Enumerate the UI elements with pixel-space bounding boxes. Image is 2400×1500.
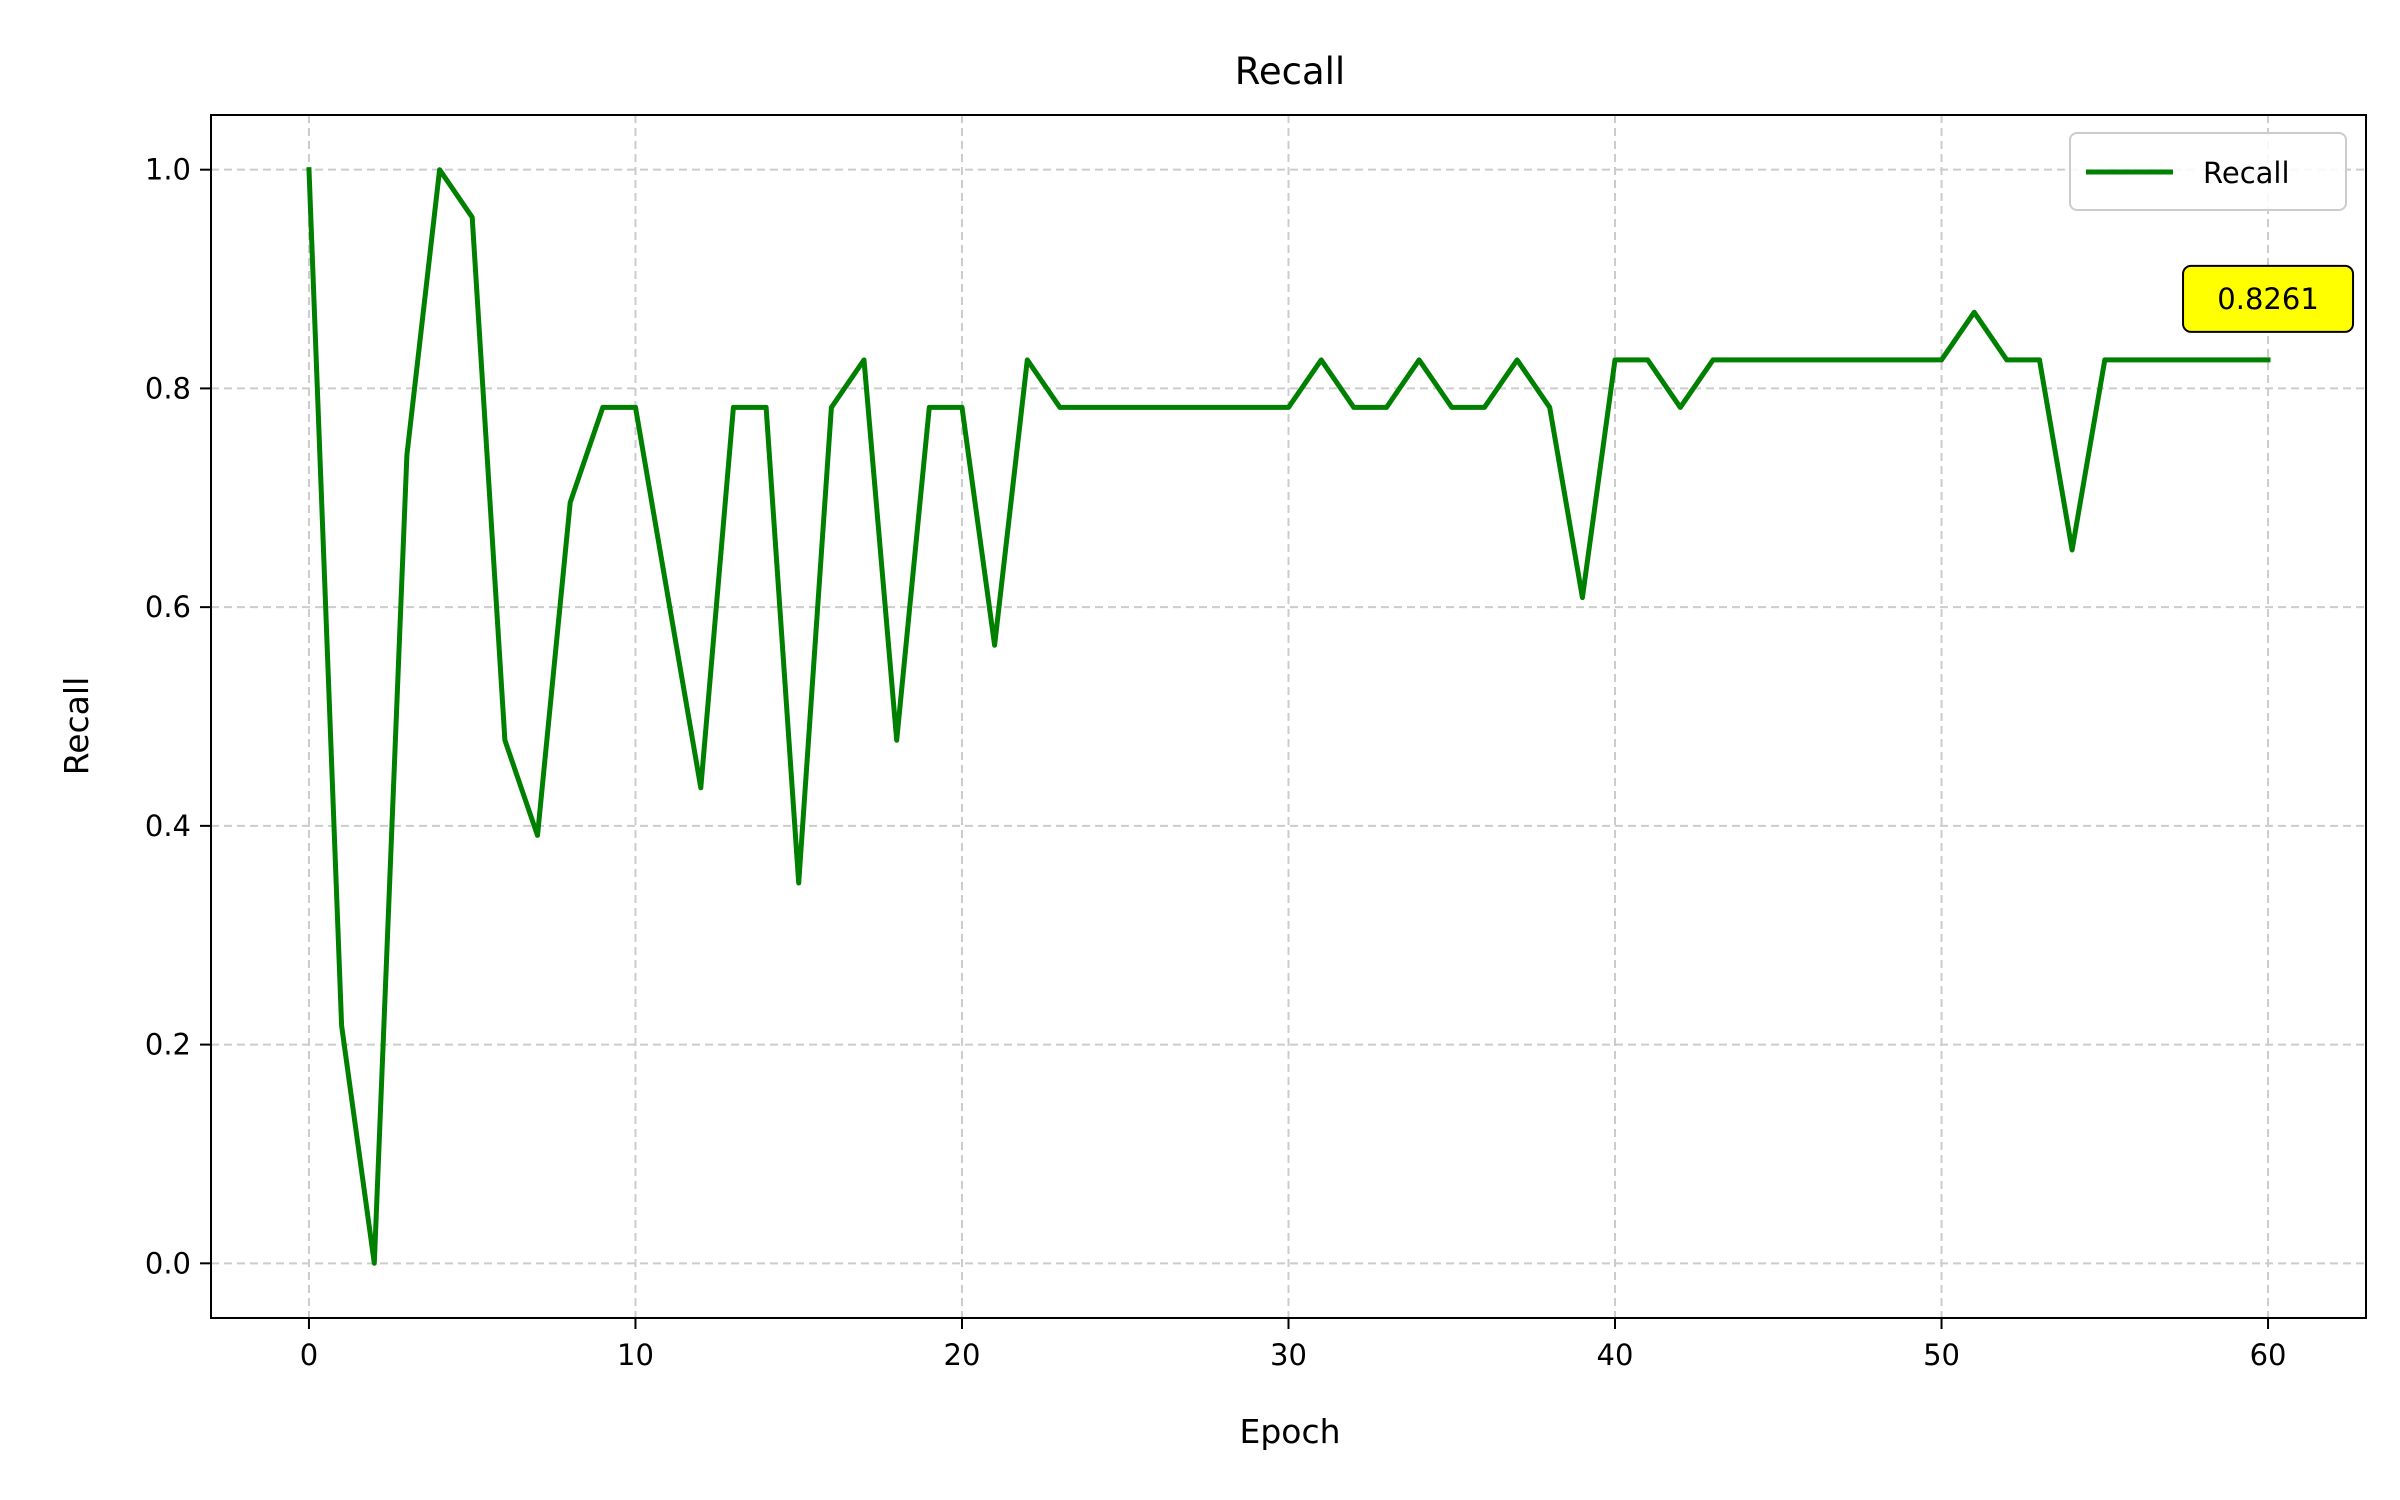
chart-title: Recall bbox=[1235, 50, 1345, 93]
legend: Recall bbox=[2069, 132, 2347, 211]
x-axis-ticks: 0 10 20 30 40 50 60 bbox=[300, 1318, 2287, 1372]
x-tick-label: 10 bbox=[617, 1338, 654, 1372]
y-tick-label: 0.4 bbox=[145, 809, 191, 843]
x-tick-label: 60 bbox=[2250, 1338, 2287, 1372]
last-value-annotation: 0.8261 bbox=[2182, 264, 2355, 333]
annotation-text: 0.8261 bbox=[2217, 282, 2318, 316]
legend-box bbox=[2069, 132, 2347, 211]
x-tick-label: 30 bbox=[1270, 1338, 1307, 1372]
x-tick-label: 40 bbox=[1597, 1338, 1634, 1372]
series-layer bbox=[306, 167, 2271, 1266]
y-axis-ticks: 0.0 0.2 0.4 0.6 0.8 1.0 bbox=[145, 153, 211, 1280]
x-tick-label: 50 bbox=[1923, 1338, 1960, 1372]
y-tick-label: 0.2 bbox=[145, 1028, 191, 1062]
grid-lines bbox=[211, 115, 2366, 1318]
x-tick-label: 0 bbox=[300, 1338, 318, 1372]
y-tick-label: 0.6 bbox=[145, 590, 191, 624]
x-tick-label: 20 bbox=[944, 1338, 981, 1372]
legend-label: Recall bbox=[2203, 156, 2290, 190]
annotation-box bbox=[2182, 264, 2355, 333]
x-axis-label: Epoch bbox=[1239, 1412, 1340, 1451]
y-tick-label: 0.0 bbox=[145, 1246, 191, 1280]
y-tick-label: 0.8 bbox=[145, 371, 191, 405]
series-line-recall bbox=[306, 167, 2271, 1266]
y-axis-label: Recall bbox=[57, 677, 96, 775]
y-tick-label: 1.0 bbox=[145, 153, 191, 187]
